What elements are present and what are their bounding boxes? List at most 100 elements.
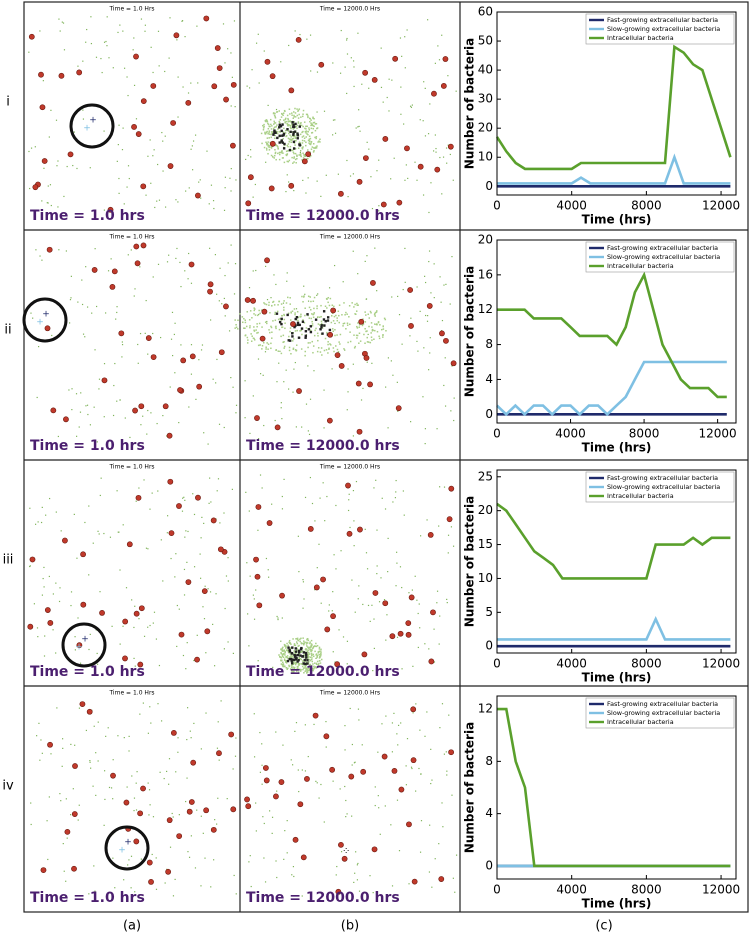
green-cloud-dot (289, 297, 291, 299)
panel-header: Time = 12000.0 Hrs (319, 690, 380, 697)
green-cloud-dot (317, 664, 320, 666)
green-dot (286, 272, 288, 274)
green-dot (169, 17, 171, 19)
cell (296, 388, 302, 394)
green-dot (388, 110, 390, 112)
cell (355, 380, 362, 387)
black-dot (282, 132, 286, 136)
green-dot (298, 790, 300, 793)
green-dot (438, 525, 440, 527)
green-dot (283, 478, 285, 480)
green-dot (172, 354, 174, 357)
green-cloud-dot (308, 138, 311, 140)
green-cloud-dot (311, 320, 313, 323)
green-cloud-dot (301, 142, 304, 144)
green-dot (385, 386, 387, 388)
y-tick-label: 0 (485, 179, 493, 193)
green-dot (52, 593, 54, 595)
green-cloud-dot (305, 132, 307, 134)
cell (71, 865, 77, 872)
cell (80, 551, 86, 558)
green-dot (264, 265, 267, 267)
green-cloud-dot (316, 660, 319, 663)
green-dot (193, 722, 195, 725)
black-dot (287, 646, 290, 649)
green-cloud-dot (314, 662, 316, 664)
cell (176, 503, 182, 509)
green-cloud-dot (309, 143, 312, 146)
green-cloud-dot (306, 113, 309, 116)
green-dot (162, 170, 164, 172)
green-dot (185, 530, 187, 532)
green-dot (134, 288, 136, 290)
green-cloud-dot (269, 125, 271, 128)
green-dot (154, 206, 156, 209)
green-dot (435, 151, 437, 153)
green-dot (356, 879, 359, 881)
green-dot (61, 765, 63, 767)
green-cloud-dot (313, 296, 316, 299)
green-cloud-dot (276, 132, 279, 135)
green-dot (224, 176, 227, 178)
black-dot (293, 658, 296, 661)
cell (99, 609, 105, 616)
green-dot (171, 311, 174, 314)
bacteria-cross: + (89, 116, 97, 126)
green-dot (88, 505, 90, 507)
green-dot (131, 599, 133, 601)
cell (264, 257, 270, 264)
green-cloud-dot (351, 302, 353, 304)
cell (268, 185, 275, 192)
green-dot (98, 378, 101, 380)
green-dot (295, 426, 297, 428)
cell (203, 15, 210, 22)
green-dot (342, 636, 345, 638)
green-cloud-dot (292, 162, 294, 164)
green-cloud-dot (338, 321, 341, 324)
green-dot (316, 111, 318, 113)
green-dot (88, 574, 90, 576)
green-cloud-dot (299, 154, 302, 157)
green-dot (203, 618, 206, 620)
green-cloud-dot (265, 303, 268, 306)
green-dot (156, 422, 158, 425)
green-dot (316, 567, 318, 569)
y-tick-label: 15 (478, 537, 493, 551)
y-tick-label: 12 (478, 302, 493, 316)
green-dot (304, 496, 307, 499)
green-cloud-dot (300, 642, 303, 645)
green-cloud-dot (273, 122, 276, 124)
green-dot (286, 820, 288, 822)
cell (190, 759, 197, 766)
green-cloud-dot (312, 345, 315, 347)
cell (186, 808, 193, 815)
black-dot (296, 321, 300, 325)
cell (72, 763, 78, 769)
green-cloud-dot (297, 666, 299, 668)
green-dot (103, 41, 106, 43)
cell (167, 478, 174, 485)
green-dot (50, 204, 52, 207)
green-dot (366, 141, 368, 143)
green-dot (47, 858, 49, 861)
green-cloud-dot (301, 136, 304, 138)
green-cloud-dot (306, 650, 309, 653)
green-cloud-dot (285, 135, 288, 137)
green-cloud-dot (285, 647, 287, 649)
cell (305, 151, 312, 158)
green-dot (340, 851, 343, 853)
green-dot (361, 83, 363, 85)
green-dot (111, 625, 113, 627)
green-dot (292, 764, 294, 766)
green-dot (48, 136, 50, 138)
green-cloud-dot (291, 149, 294, 152)
green-cloud-dot (286, 668, 288, 671)
green-dot (126, 186, 128, 188)
green-dot (182, 654, 185, 657)
green-cloud-dot (283, 300, 285, 302)
green-cloud-dot (265, 120, 267, 123)
green-cloud-dot (286, 144, 288, 147)
green-dot (194, 867, 197, 869)
bacteria-cross: + (118, 846, 126, 856)
cell (264, 58, 271, 65)
